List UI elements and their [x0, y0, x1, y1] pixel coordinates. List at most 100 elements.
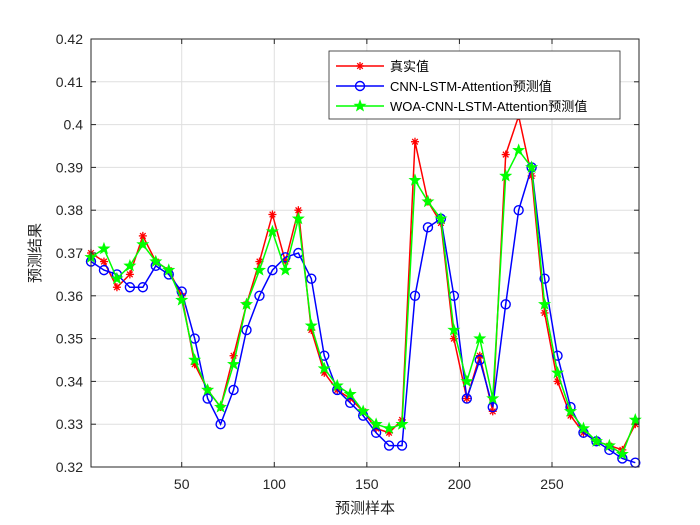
- data-point-woa: [239, 297, 254, 310]
- data-point-woa: [291, 211, 305, 225]
- data-point-woa: [136, 237, 150, 250]
- data-point-cnn-lstm: [254, 290, 265, 301]
- x-axis-label: 预测样本: [335, 499, 395, 517]
- data-point-true: [410, 137, 419, 146]
- data-point-woa: [110, 271, 124, 285]
- data-point-woa: [214, 400, 228, 413]
- data-point-woa: [563, 404, 578, 417]
- data-point-woa: [473, 331, 487, 345]
- data-point-true: [125, 270, 134, 279]
- data-point-woa: [382, 421, 396, 435]
- x-tick-label: 250: [540, 476, 564, 492]
- y-tick-label: 0.37: [56, 245, 83, 261]
- data-point-cnn-lstm: [500, 299, 511, 310]
- watermark-text: 天天Matlab: [592, 485, 662, 501]
- data-point-woa: [447, 323, 461, 336]
- data-point-cnn-lstm: [267, 264, 278, 276]
- y-tick-label: 0.32: [56, 459, 83, 475]
- x-tick-label: 50: [174, 476, 190, 492]
- data-point-woa: [97, 241, 111, 255]
- data-point-woa: [201, 383, 215, 396]
- data-point-cnn-lstm: [461, 393, 473, 404]
- y-tick-label: 0.42: [56, 31, 83, 47]
- ticks: [91, 38, 639, 468]
- data-point-woa: [343, 387, 357, 400]
- legend-label-true: 真实值: [390, 59, 429, 74]
- data-point-woa: [175, 293, 189, 306]
- data-point-cnn-lstm: [487, 401, 498, 413]
- data-point-woa: [278, 263, 292, 276]
- data-point-cnn-lstm: [124, 282, 136, 293]
- data-point-true: [268, 210, 277, 219]
- data-point-woa: [486, 391, 500, 405]
- data-point-woa: [123, 258, 137, 272]
- data-point-cnn-lstm: [422, 222, 434, 233]
- data-point-woa: [149, 254, 163, 268]
- legend-label-cnn-lstm: CNN-LSTM-Attention预测值: [390, 79, 552, 94]
- tick-labels: 50 100 150 200 250 0.32 0.33 0.34 0.35 0.36 0.37 0.…: [56, 31, 564, 492]
- wechat-icon: [562, 483, 588, 505]
- data-point-true: [99, 257, 108, 266]
- data-point-woa: [589, 434, 603, 447]
- y-axis-label: 预测结果: [26, 223, 44, 283]
- data-point-woa: [265, 224, 279, 238]
- data-point-woa: [576, 421, 590, 435]
- data-point-woa: [421, 194, 435, 208]
- data-point-cnn-lstm: [513, 204, 524, 216]
- y-tick-label: 0.39: [56, 159, 83, 175]
- y-tick-label: 0.4: [64, 117, 84, 133]
- data-point-woa: [330, 378, 344, 392]
- y-tick-label: 0.33: [56, 416, 83, 432]
- data-point-cnn-lstm: [241, 324, 252, 336]
- legend: 真实值 CNN-LSTM-Attention预测值 WOA-CNN-LSTM-A…: [328, 50, 621, 120]
- data-point-woa: [162, 263, 176, 276]
- data-point-cnn-lstm: [137, 282, 149, 293]
- legend-samples: [336, 62, 384, 112]
- data-point-cnn-lstm: [383, 440, 395, 451]
- data-point-woa: [227, 357, 241, 370]
- data-point-woa: [538, 297, 552, 310]
- data-point-woa: [317, 361, 331, 375]
- y-tick-label: 0.35: [56, 331, 83, 347]
- y-tick-label: 0.38: [56, 202, 83, 218]
- data-point-woa: [499, 169, 513, 182]
- legend-marker-true: [356, 62, 364, 70]
- data-point-woa: [434, 211, 448, 225]
- data-point-woa: [551, 365, 565, 379]
- y-tick-label: 0.41: [56, 74, 83, 90]
- data-point-woa: [369, 417, 383, 430]
- data-point-woa: [460, 374, 474, 387]
- series-line-cnn-lstm: [90, 167, 636, 464]
- data-point-cnn-lstm: [98, 264, 110, 276]
- data-point-cnn-lstm: [344, 397, 356, 408]
- legend-marker-woa: [353, 99, 367, 112]
- x-tick-label: 150: [355, 476, 379, 492]
- legend-label-woa: WOA-CNN-LSTM-Attention预测值: [390, 99, 587, 114]
- data-point-true: [112, 283, 121, 292]
- x-tick-label: 100: [263, 476, 287, 492]
- data-point-woa: [304, 318, 318, 332]
- data-point-woa: [628, 413, 642, 426]
- data-point-cnn-lstm: [396, 440, 408, 451]
- data-point-cnn-lstm: [306, 273, 317, 284]
- data-point-cnn-lstm: [409, 290, 421, 301]
- data-point-woa: [525, 160, 539, 173]
- legend-marker-cnn-lstm: [354, 80, 366, 92]
- data-point-woa: [615, 447, 629, 460]
- data-point-woa: [408, 173, 422, 186]
- data-point-true: [501, 150, 510, 159]
- data-point-cnn-lstm: [539, 273, 550, 284]
- data-point-woa: [602, 438, 616, 452]
- data-point-cnn-lstm: [370, 427, 382, 438]
- series-woa: [84, 143, 642, 460]
- data-point-woa: [356, 404, 370, 417]
- x-tick-label: 200: [448, 476, 472, 492]
- data-point-cnn-lstm: [215, 419, 226, 430]
- data-point-woa: [188, 353, 202, 366]
- data-point-cnn-lstm: [228, 384, 239, 396]
- data-point-woa: [512, 143, 526, 156]
- data-point-woa: [252, 263, 267, 276]
- data-point-woa: [395, 417, 409, 430]
- y-tick-label: 0.34: [56, 373, 83, 389]
